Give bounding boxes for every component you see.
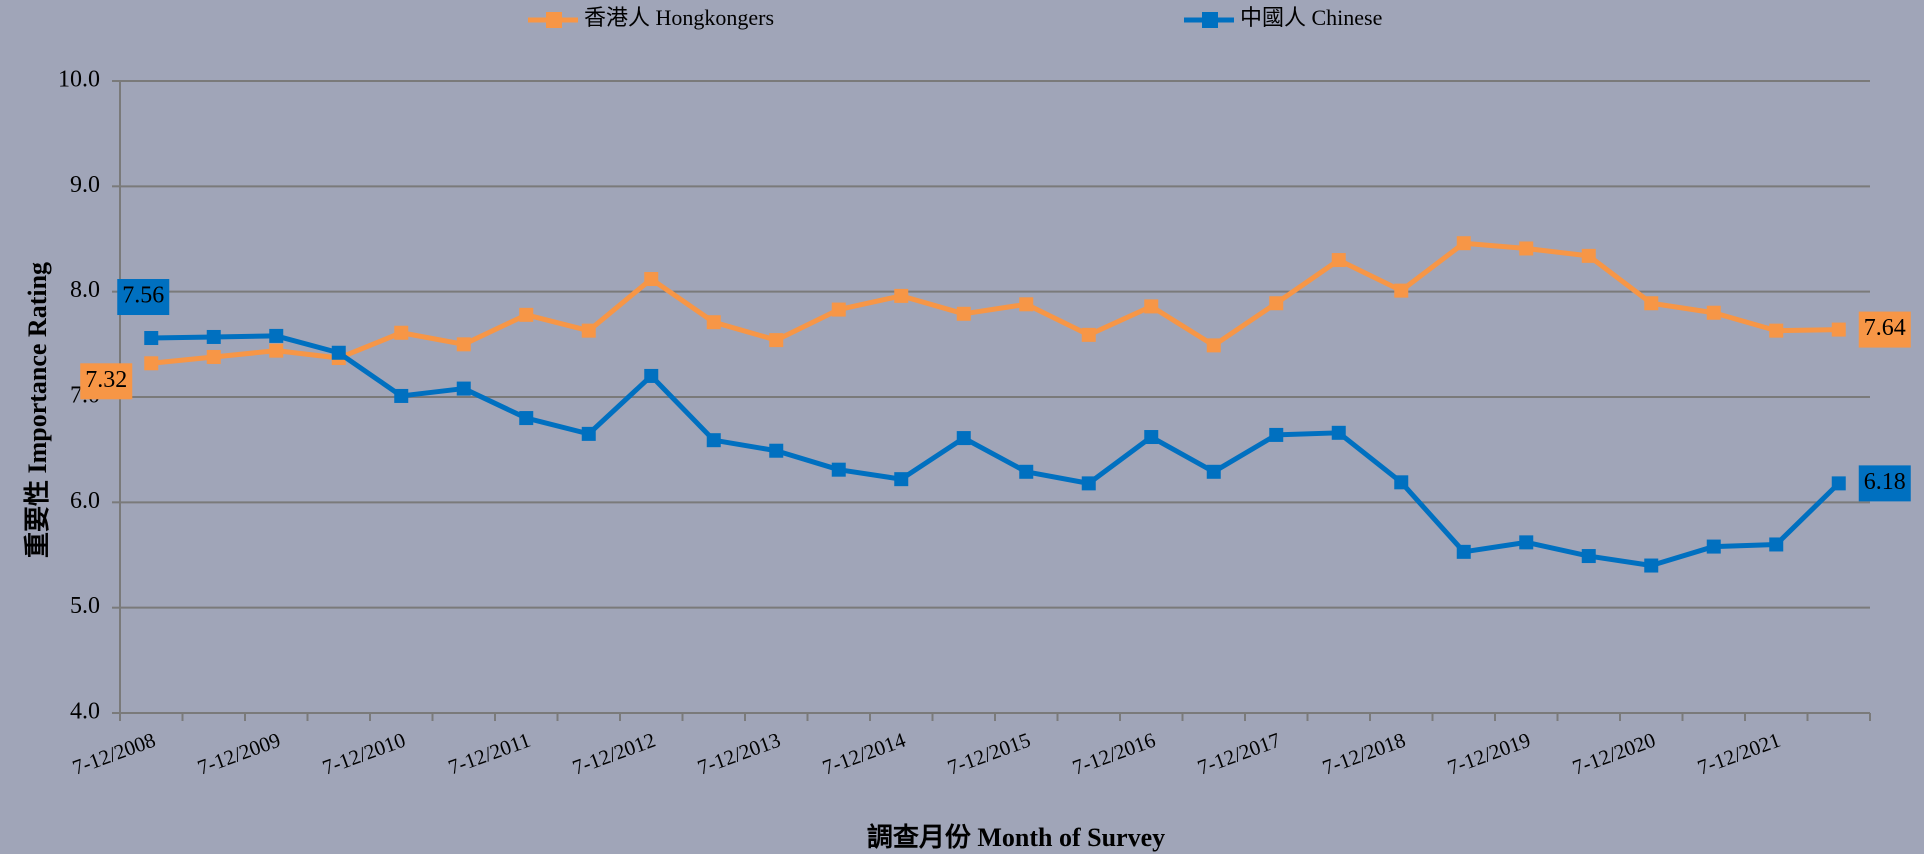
- marker: [144, 331, 159, 346]
- y-tick-label: 10.0: [58, 67, 100, 93]
- marker: [206, 349, 221, 364]
- data-label-box: [117, 279, 170, 316]
- data-label: 6.18: [1864, 469, 1906, 495]
- marker: [1331, 253, 1346, 268]
- marker: [1769, 537, 1784, 552]
- marker: [206, 329, 221, 344]
- marker: [1644, 558, 1659, 573]
- marker: [1206, 464, 1221, 479]
- marker: [519, 307, 534, 322]
- y-tick-label: 4.0: [70, 699, 100, 725]
- marker: [1206, 338, 1221, 353]
- marker: [456, 381, 471, 396]
- marker: [1769, 323, 1784, 338]
- marker: [1644, 296, 1659, 311]
- marker: [1081, 476, 1096, 491]
- marker: [894, 472, 909, 487]
- marker: [1081, 327, 1096, 342]
- marker: [1706, 539, 1721, 554]
- marker: [769, 333, 784, 348]
- marker: [581, 323, 596, 338]
- marker: [269, 343, 284, 358]
- y-tick-label: 5.0: [70, 593, 100, 619]
- marker: [706, 433, 721, 448]
- marker: [269, 328, 284, 343]
- marker: [644, 368, 659, 383]
- marker: [394, 388, 409, 403]
- marker: [1331, 425, 1346, 440]
- marker: [706, 315, 721, 330]
- marker: [644, 272, 659, 287]
- marker: [1019, 464, 1034, 479]
- marker: [831, 462, 846, 477]
- y-axis-title: 重要性 Importance Rating: [23, 262, 52, 558]
- marker: [1019, 297, 1034, 312]
- marker: [1519, 241, 1534, 256]
- legend-label: 香港人 Hongkongers: [584, 5, 774, 30]
- marker: [1581, 549, 1596, 564]
- data-label-box: [1858, 311, 1911, 348]
- marker: [1519, 535, 1534, 550]
- marker: [1831, 476, 1846, 491]
- data-label: 7.56: [122, 283, 164, 309]
- marker: [456, 337, 471, 352]
- marker: [1394, 283, 1409, 298]
- marker: [394, 325, 409, 340]
- marker: [1144, 430, 1159, 445]
- y-tick-label: 9.0: [70, 172, 100, 198]
- y-tick-label: 8.0: [70, 277, 100, 303]
- marker: [831, 302, 846, 317]
- legend-marker: [1202, 12, 1218, 28]
- data-label-box: [80, 363, 133, 400]
- marker: [331, 345, 346, 360]
- marker: [956, 306, 971, 321]
- marker: [1269, 296, 1284, 311]
- marker: [1831, 322, 1846, 337]
- line: [150, 240, 1839, 366]
- marker: [519, 411, 534, 426]
- marker: [1456, 544, 1471, 559]
- marker: [1706, 305, 1721, 320]
- marker: [1269, 427, 1284, 442]
- legend-label: 中國人 Chinese: [1240, 5, 1382, 30]
- line: [151, 333, 1841, 569]
- marker: [144, 356, 159, 371]
- marker: [894, 288, 909, 303]
- data-label-box: [1858, 465, 1911, 502]
- legend-marker: [546, 12, 562, 28]
- y-tick-label: 6.0: [70, 488, 100, 514]
- marker: [1581, 248, 1596, 263]
- marker: [769, 443, 784, 458]
- marker: [1144, 299, 1159, 314]
- marker: [581, 426, 596, 441]
- marker: [1456, 236, 1471, 251]
- data-label: 7.32: [85, 367, 127, 393]
- data-label: 7.64: [1864, 315, 1906, 341]
- x-axis-title: 調查月份 Month of Survey: [867, 822, 1165, 852]
- marker: [1394, 475, 1409, 490]
- marker: [956, 431, 971, 446]
